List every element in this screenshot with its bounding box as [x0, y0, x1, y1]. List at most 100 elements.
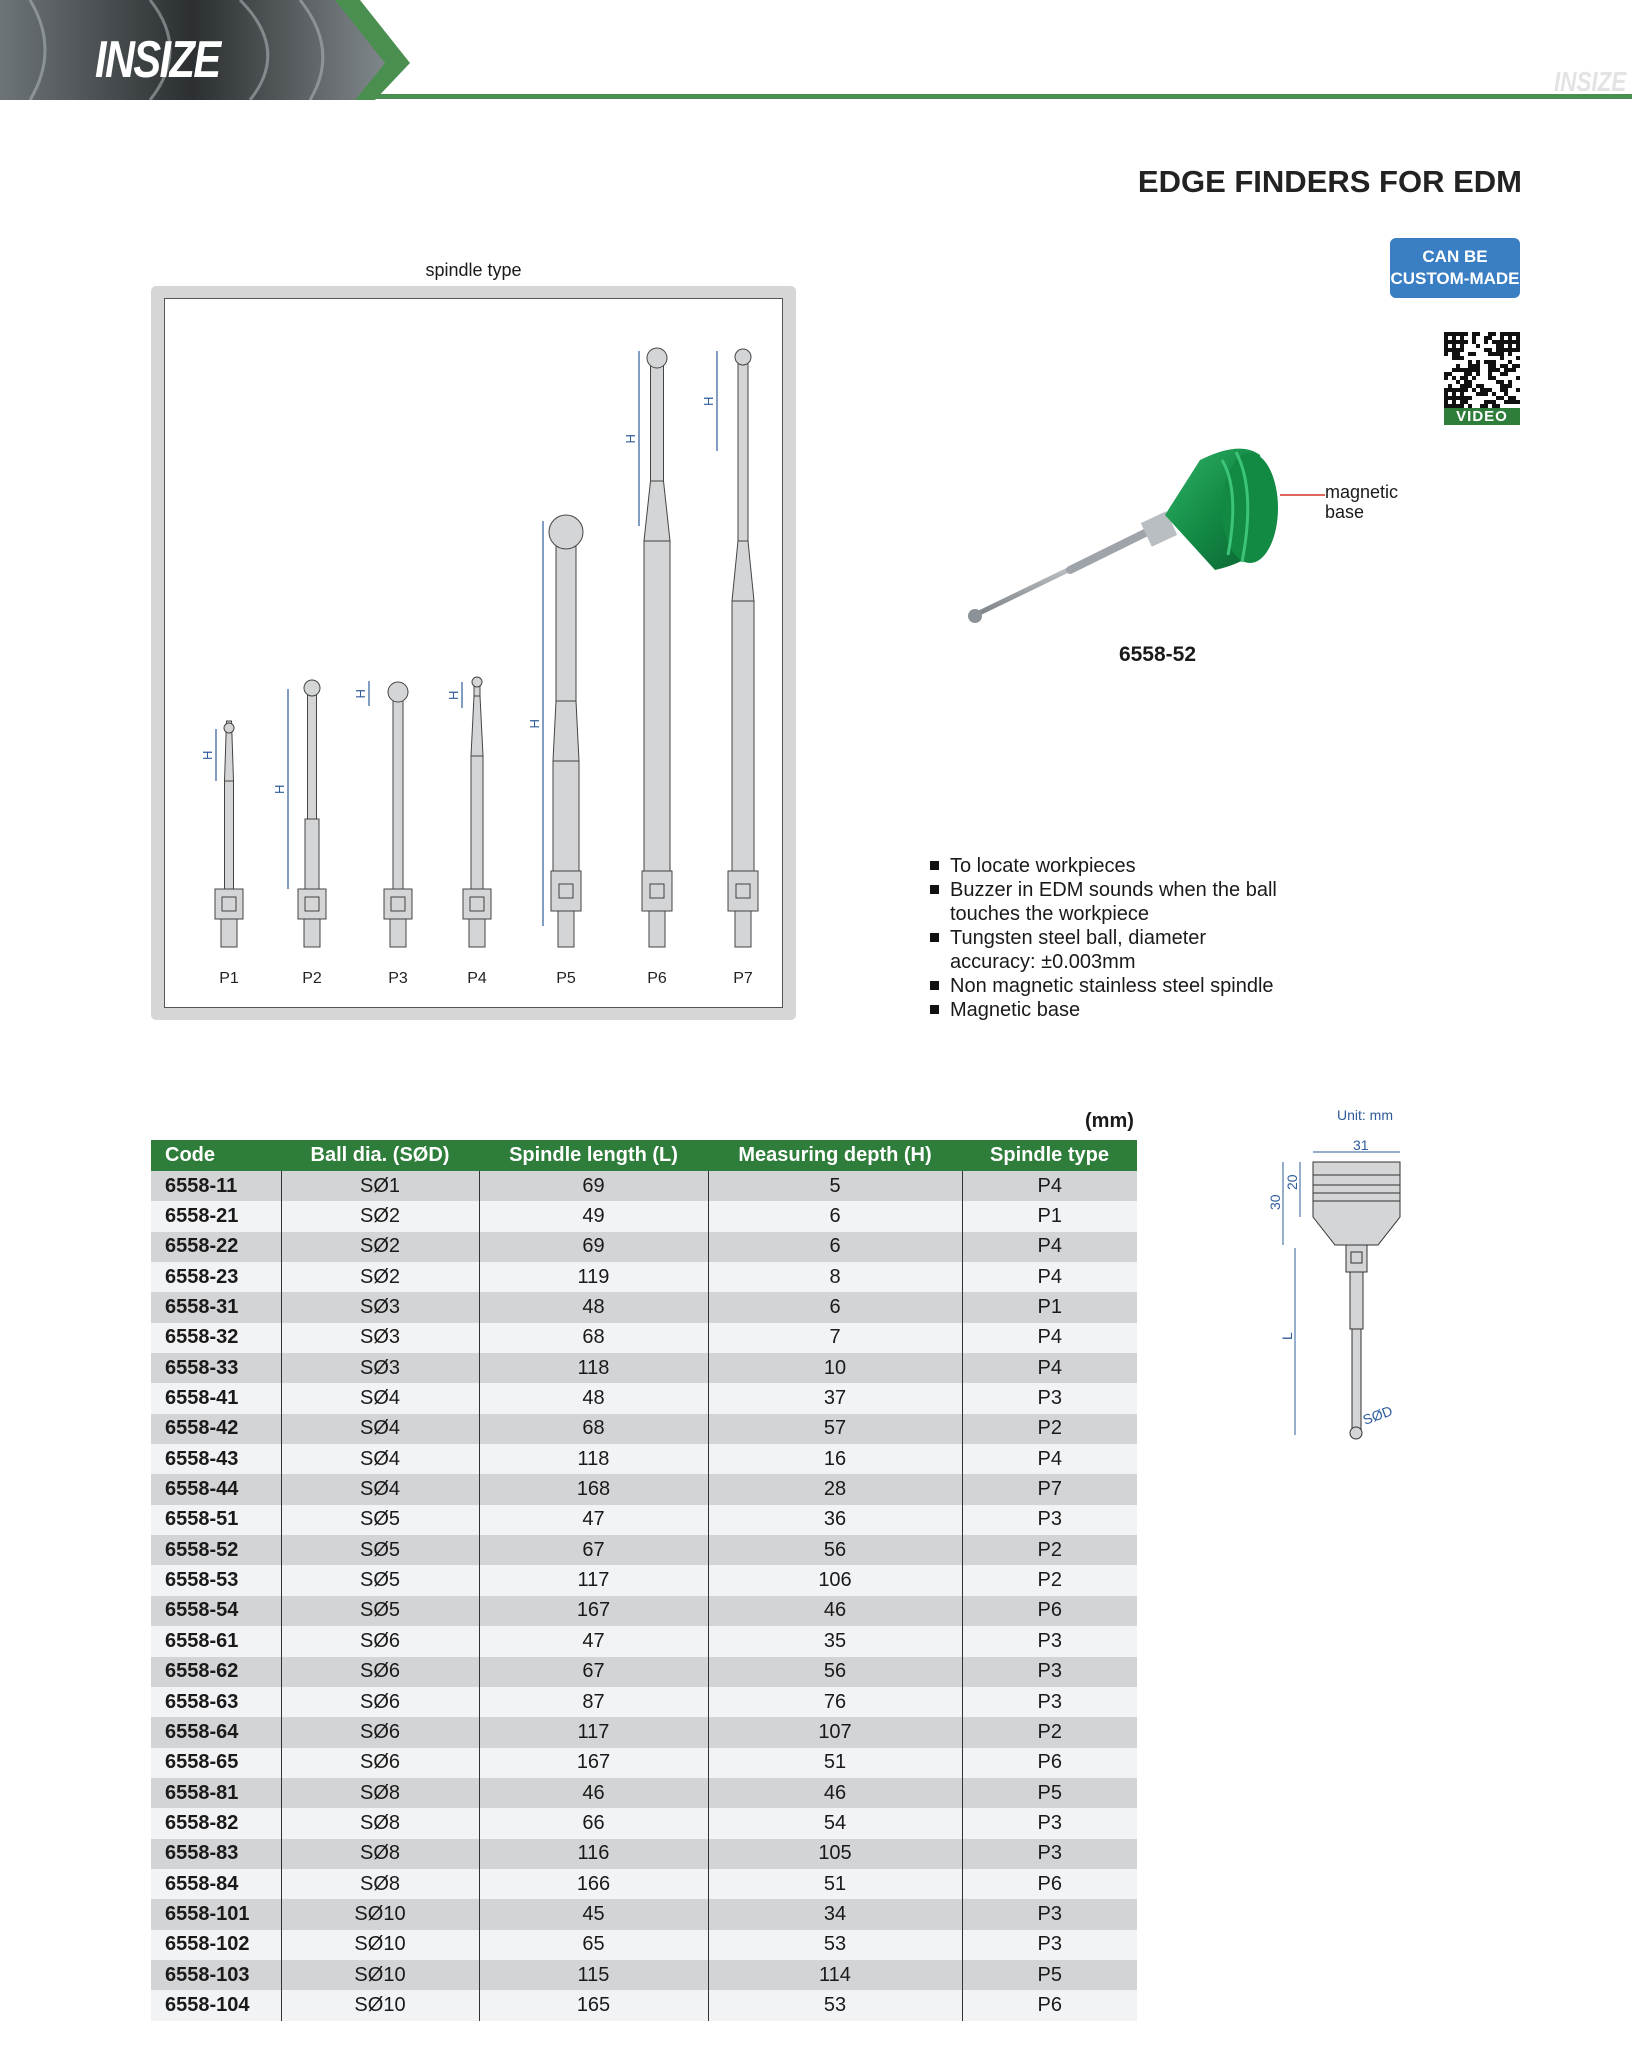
- cell-ball-dia: SØ10: [280, 1929, 479, 1960]
- table-row: 6558-44 SØ4 168 28 P7: [151, 1474, 1137, 1505]
- cell-measuring-depth: 54: [707, 1808, 962, 1839]
- feature-item: To locate workpieces: [930, 854, 1310, 878]
- cell-code: 6558-51: [151, 1504, 281, 1536]
- cell-ball-dia: SØ8: [280, 1808, 479, 1839]
- spindle-type-drawings: H P1 H P2 H P3 H P4 H P5 H P6 H P7: [200, 347, 759, 987]
- cell-code: 6558-22: [151, 1231, 281, 1263]
- table-row: 6558-64 SØ6 117 107 P2: [151, 1717, 1137, 1748]
- cell-spindle-length: 49: [478, 1201, 708, 1232]
- header-spindle-length: Spindle length (L): [479, 1140, 708, 1171]
- header-code: Code: [151, 1140, 281, 1171]
- cell-spindle-length: 47: [478, 1626, 708, 1657]
- bullet-icon: [930, 861, 939, 870]
- header-spindle-type: Spindle type: [962, 1140, 1137, 1171]
- cell-measuring-depth: 106: [707, 1565, 962, 1596]
- cell-spindle-length: 119: [478, 1262, 708, 1293]
- cell-code: 6558-54: [151, 1595, 281, 1627]
- cell-ball-dia: SØ8: [280, 1868, 479, 1900]
- cell-code: 6558-102: [151, 1929, 281, 1960]
- spindle-type-label: P1: [219, 970, 239, 987]
- cell-measuring-depth: 53: [707, 1990, 962, 2021]
- cell-ball-dia: SØ10: [280, 1899, 479, 1930]
- cell-spindle-type: P2: [961, 1717, 1137, 1748]
- spindle-type-label: P5: [556, 970, 576, 987]
- product-image-6558-52: [968, 448, 1325, 623]
- cell-ball-dia: SØ5: [280, 1535, 479, 1566]
- feature-text: To locate workpieces: [950, 855, 1136, 877]
- cell-ball-dia: SØ2: [280, 1262, 479, 1293]
- cell-spindle-length: 166: [478, 1868, 708, 1900]
- feature-item: Non magnetic stainless steel spindle: [930, 974, 1310, 998]
- cell-code: 6558-83: [151, 1838, 281, 1869]
- cell-measuring-depth: 8: [707, 1262, 962, 1293]
- cell-measuring-depth: 6: [707, 1201, 962, 1232]
- cell-code: 6558-81: [151, 1777, 281, 1809]
- callout-line-2: base: [1325, 502, 1365, 522]
- table-row: 6558-63 SØ6 87 76 P3: [151, 1686, 1137, 1718]
- cell-ball-dia: SØ1: [280, 1171, 479, 1202]
- spindle-type-panel: H P1 H P2 H P3 H P4 H P5 H P6 H P7: [151, 286, 796, 1020]
- cell-code: 6558-33: [151, 1353, 281, 1384]
- cell-ball-dia: SØ6: [280, 1626, 479, 1657]
- cell-spindle-length: 69: [478, 1171, 708, 1202]
- cell-measuring-depth: 107: [707, 1717, 962, 1748]
- cell-ball-dia: SØ4: [280, 1383, 479, 1414]
- cell-spindle-type: P3: [961, 1686, 1137, 1718]
- cell-spindle-type: P1: [961, 1201, 1137, 1232]
- cell-measuring-depth: 57: [707, 1413, 962, 1445]
- height-total-dim: 30: [1267, 1194, 1283, 1210]
- cell-spindle-type: P6: [961, 1747, 1137, 1778]
- cell-ball-dia: SØ8: [280, 1777, 479, 1809]
- cell-spindle-type: P4: [961, 1231, 1137, 1263]
- cell-code: 6558-64: [151, 1717, 281, 1748]
- table-row: 6558-21 SØ2 49 6 P1: [151, 1201, 1137, 1232]
- spindle-type-p6: H P6: [623, 347, 673, 987]
- h-dimension-label: H: [527, 719, 542, 728]
- spindle-type-label: P7: [733, 970, 753, 987]
- cell-code: 6558-32: [151, 1322, 281, 1354]
- table-row: 6558-52 SØ5 67 56 P2: [151, 1535, 1137, 1566]
- length-dim: L: [1279, 1332, 1295, 1340]
- custom-made-badge: CAN BE CUSTOM-MADE: [1390, 238, 1520, 298]
- cell-spindle-type: P2: [961, 1535, 1137, 1566]
- spindle-type-p7: H P7: [701, 348, 759, 987]
- cell-spindle-length: 168: [478, 1474, 708, 1505]
- cell-spindle-length: 117: [478, 1717, 708, 1748]
- cell-spindle-type: P1: [961, 1292, 1137, 1323]
- table-row: 6558-82 SØ8 66 54 P3: [151, 1808, 1137, 1839]
- cell-spindle-type: P3: [961, 1838, 1137, 1869]
- feature-item: Buzzer in EDM sounds when the ball touch…: [930, 878, 1310, 926]
- cell-spindle-length: 48: [478, 1292, 708, 1323]
- cell-ball-dia: SØ6: [280, 1717, 479, 1748]
- cell-code: 6558-82: [151, 1808, 281, 1839]
- cell-code: 6558-61: [151, 1626, 281, 1657]
- cell-spindle-type: P4: [961, 1444, 1137, 1475]
- cell-spindle-type: P3: [961, 1899, 1137, 1930]
- badge-line-1: CAN BE: [1422, 247, 1488, 266]
- h-dimension-label: H: [200, 751, 215, 760]
- cell-code: 6558-11: [151, 1171, 281, 1202]
- cell-measuring-depth: 51: [707, 1868, 962, 1900]
- cell-code: 6558-21: [151, 1201, 281, 1232]
- cell-measuring-depth: 105: [707, 1838, 962, 1869]
- spindle-type-p1: H P1: [200, 720, 244, 987]
- cell-spindle-length: 167: [478, 1595, 708, 1627]
- cell-code: 6558-62: [151, 1656, 281, 1687]
- page-title: EDGE FINDERS FOR EDM: [1137, 164, 1522, 199]
- cell-measuring-depth: 114: [707, 1959, 962, 1991]
- cell-ball-dia: SØ10: [280, 1959, 479, 1991]
- cell-code: 6558-31: [151, 1292, 281, 1323]
- video-qr-code[interactable]: VIDEO: [1442, 332, 1520, 425]
- cell-spindle-type: P6: [961, 1868, 1137, 1900]
- callout-line-1: magnetic: [1325, 482, 1399, 502]
- cell-measuring-depth: 53: [707, 1929, 962, 1960]
- cell-ball-dia: SØ3: [280, 1322, 479, 1354]
- table-row: 6558-65 SØ6 167 51 P6: [151, 1747, 1137, 1778]
- feature-text: Magnetic base: [950, 999, 1081, 1021]
- cell-spindle-type: P6: [961, 1595, 1137, 1627]
- insize-watermark: INSIZE: [1553, 66, 1626, 97]
- table-row: 6558-53 SØ5 117 106 P2: [151, 1565, 1137, 1596]
- cell-ball-dia: SØ8: [280, 1838, 479, 1869]
- cell-spindle-length: 67: [478, 1535, 708, 1566]
- product-code: 6558-52: [1118, 643, 1197, 666]
